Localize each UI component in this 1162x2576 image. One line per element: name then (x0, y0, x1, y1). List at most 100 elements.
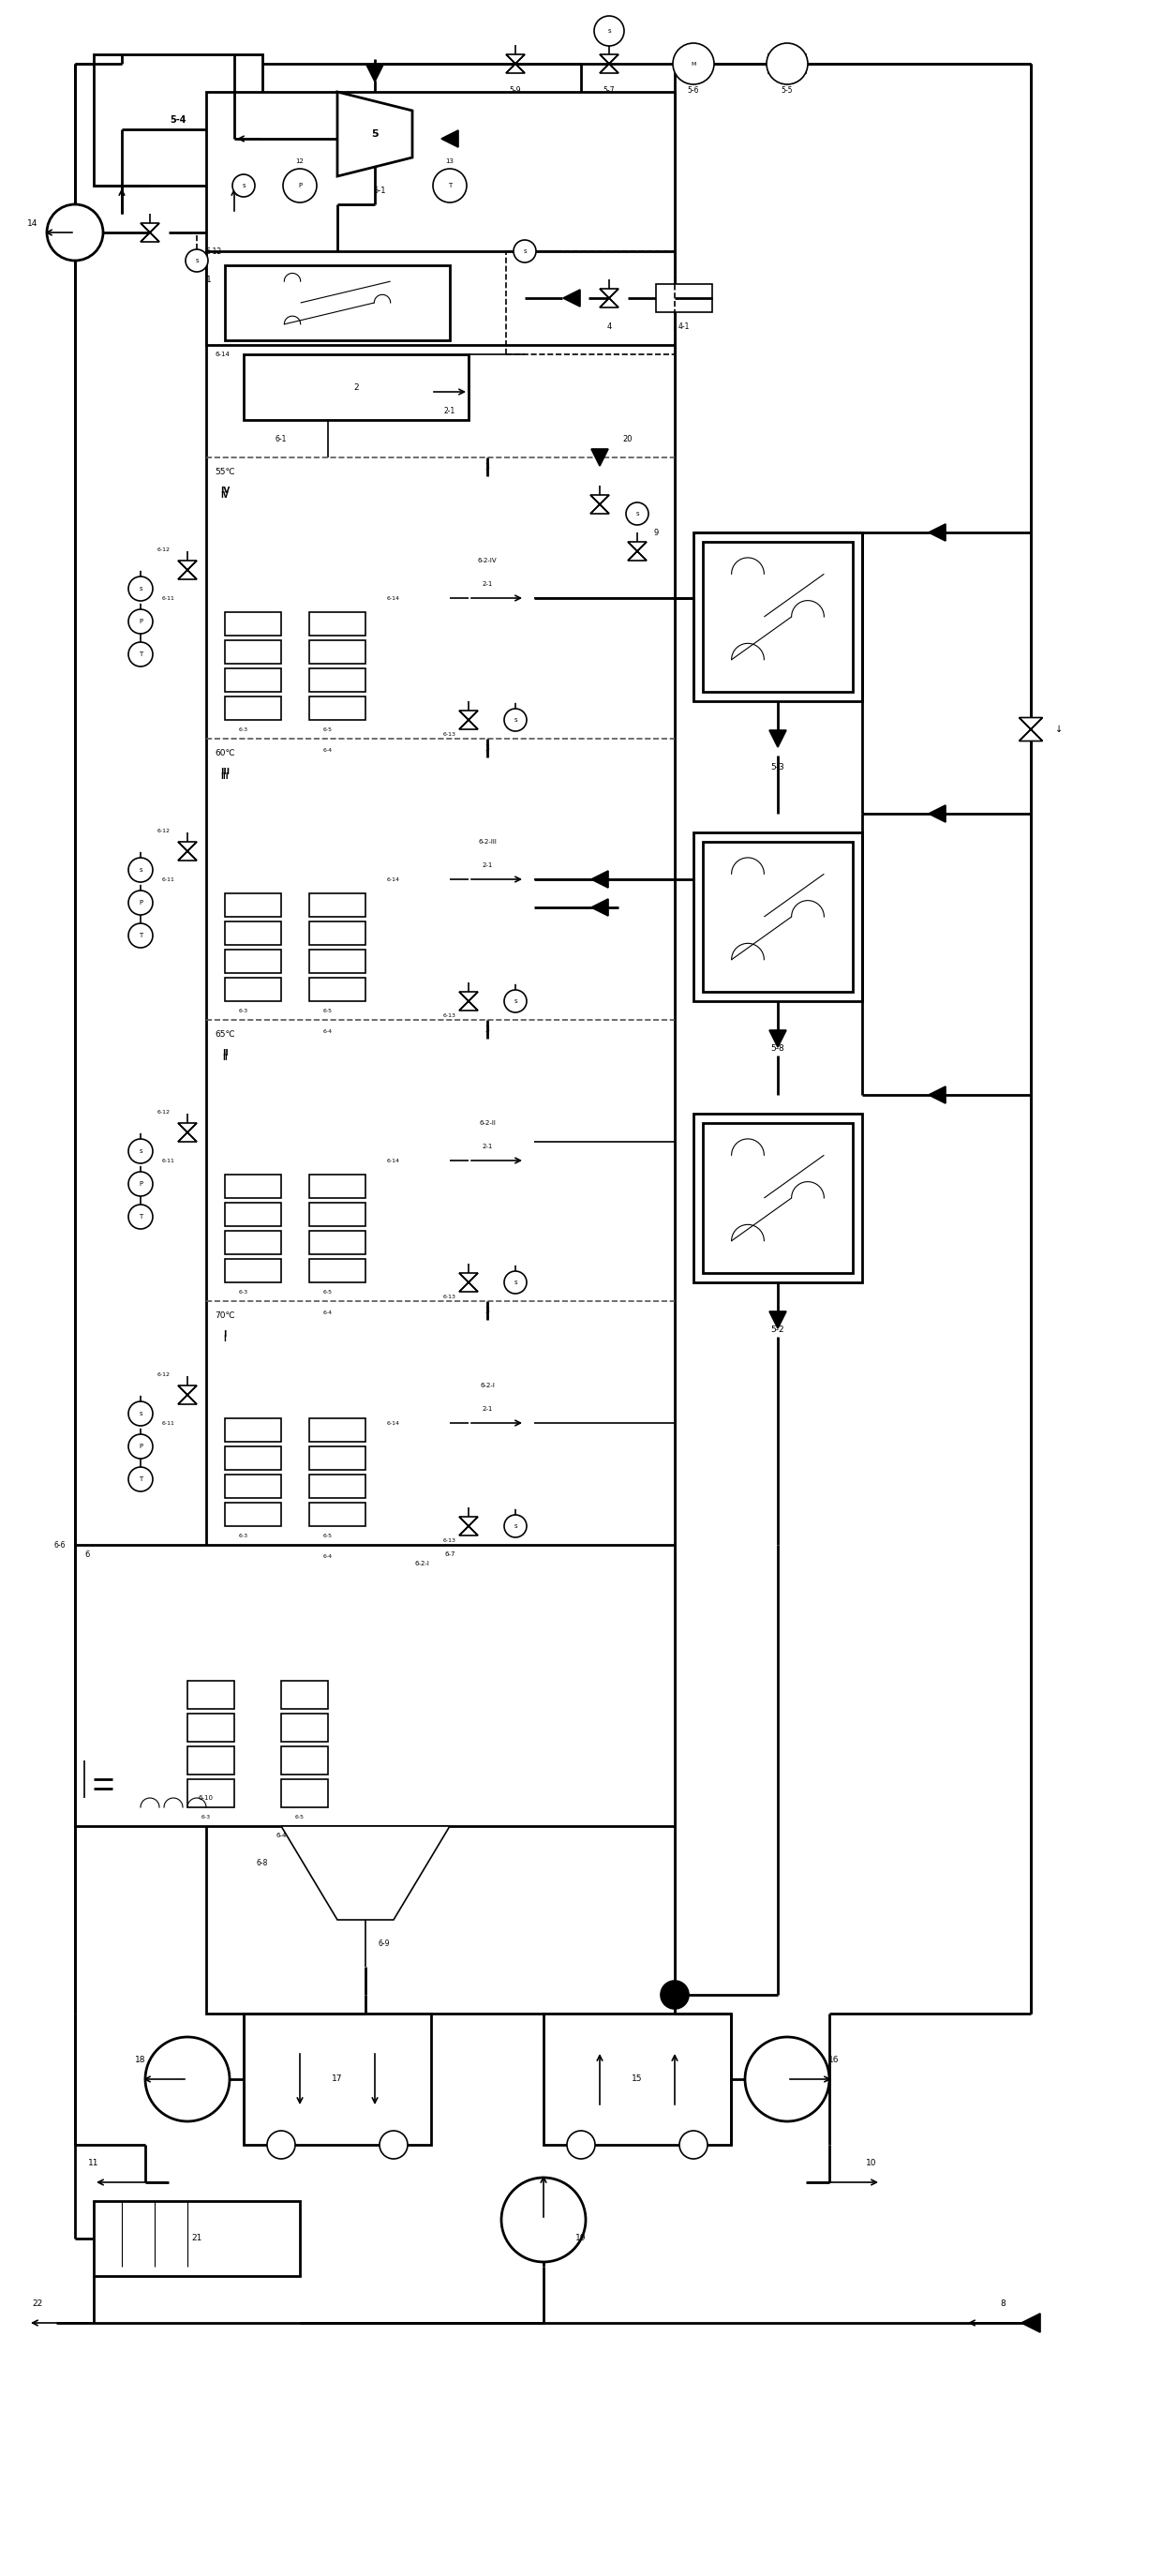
Text: 60℃: 60℃ (215, 750, 235, 757)
Text: 6-8: 6-8 (257, 1860, 268, 1868)
Text: s: s (139, 1412, 142, 1417)
Text: 5: 5 (372, 129, 379, 139)
Text: 19: 19 (575, 2233, 587, 2244)
Circle shape (680, 2130, 708, 2159)
Bar (309, 1445, 366, 1471)
Bar (225, 667, 281, 693)
Bar (94, 2200, 300, 2277)
Text: 6-4: 6-4 (323, 747, 332, 752)
Text: 6-14: 6-14 (387, 595, 400, 600)
Text: T: T (138, 933, 143, 938)
Text: 6-2-II: 6-2-II (479, 1121, 496, 1126)
Circle shape (128, 1172, 152, 1195)
Circle shape (145, 2038, 230, 2123)
Bar (309, 1260, 366, 1283)
Text: I: I (223, 1329, 227, 1337)
Bar (281, 1713, 328, 1741)
Text: 3: 3 (485, 464, 489, 471)
Text: 3: 3 (485, 1025, 489, 1033)
Text: 2-1: 2-1 (482, 1406, 493, 1412)
Polygon shape (459, 992, 478, 1010)
Bar (225, 1231, 281, 1255)
Text: 2: 2 (353, 384, 359, 392)
Text: ↓: ↓ (1055, 724, 1063, 734)
Text: P: P (138, 1443, 143, 1450)
Text: 6-4: 6-4 (323, 1028, 332, 1033)
Text: 6-4: 6-4 (275, 1832, 287, 1839)
Circle shape (673, 44, 715, 85)
Polygon shape (591, 871, 608, 889)
Text: 6-5: 6-5 (295, 1814, 304, 1819)
Text: 18: 18 (135, 2056, 146, 2063)
Bar (309, 696, 366, 719)
Text: 6-9: 6-9 (379, 1940, 390, 1947)
Circle shape (504, 708, 526, 732)
Text: s: s (636, 510, 639, 518)
Polygon shape (769, 729, 787, 747)
Polygon shape (459, 1273, 478, 1291)
Text: 6-7: 6-7 (444, 1551, 456, 1556)
Bar (244, 2014, 431, 2146)
Text: P: P (138, 899, 143, 907)
Circle shape (128, 1401, 152, 1425)
Text: 5-5: 5-5 (781, 85, 792, 95)
Text: 5-6: 5-6 (688, 85, 700, 95)
Text: 6-11: 6-11 (163, 876, 175, 881)
Text: 2-1: 2-1 (482, 1144, 493, 1149)
Bar (225, 1419, 281, 1443)
Text: s: s (139, 1149, 142, 1154)
Polygon shape (281, 1826, 450, 1919)
Circle shape (501, 2177, 586, 2262)
Bar (187, 1713, 235, 1741)
Text: 6-13: 6-13 (443, 1012, 457, 1018)
Bar (206, 252, 675, 345)
Polygon shape (505, 54, 525, 72)
Polygon shape (591, 899, 608, 917)
Circle shape (128, 858, 152, 881)
Polygon shape (178, 1386, 196, 1404)
Polygon shape (590, 495, 609, 513)
Bar (225, 1203, 281, 1226)
Text: 6-2-IV: 6-2-IV (478, 559, 497, 564)
Circle shape (267, 2130, 295, 2159)
Text: 6-12: 6-12 (157, 829, 171, 832)
Bar (225, 696, 281, 719)
Text: s: s (195, 258, 199, 263)
Bar (225, 613, 281, 636)
Text: 21: 21 (192, 2233, 202, 2244)
Circle shape (128, 641, 152, 667)
Polygon shape (591, 448, 608, 466)
Bar (225, 641, 281, 665)
Bar (225, 1473, 281, 1499)
Text: 1: 1 (206, 276, 211, 283)
Polygon shape (928, 806, 946, 822)
Text: II: II (222, 1048, 228, 1056)
Text: 4: 4 (607, 322, 611, 330)
Text: 6-2-I: 6-2-I (480, 1383, 495, 1388)
Bar (309, 922, 366, 945)
Text: 6-3: 6-3 (239, 1007, 249, 1012)
Bar (309, 951, 366, 974)
Bar (309, 894, 366, 917)
Bar (694, 533, 862, 701)
Bar (225, 1502, 281, 1525)
Text: 6-14: 6-14 (387, 876, 400, 881)
Bar (281, 1747, 328, 1775)
Text: 6-3: 6-3 (239, 1291, 249, 1293)
Text: s: s (139, 585, 142, 592)
Circle shape (128, 1139, 152, 1164)
Text: 12: 12 (295, 157, 304, 165)
Circle shape (514, 240, 536, 263)
Polygon shape (564, 289, 580, 307)
Bar (309, 1231, 366, 1255)
Bar (309, 667, 366, 693)
Text: 6-13: 6-13 (443, 732, 457, 737)
Circle shape (128, 611, 152, 634)
Bar (225, 1445, 281, 1471)
Bar (309, 1419, 366, 1443)
Bar (225, 979, 281, 1002)
Circle shape (626, 502, 648, 526)
Circle shape (504, 1270, 526, 1293)
Text: s: s (514, 999, 517, 1005)
Polygon shape (459, 1517, 478, 1535)
